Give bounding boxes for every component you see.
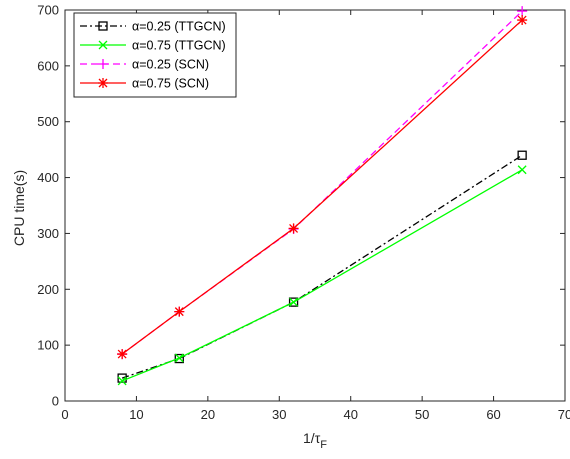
legend-label: α=0.25 (TTGCN) bbox=[132, 20, 226, 34]
legend-entry: α=0.25 (TTGCN) bbox=[80, 20, 226, 34]
x-tick-label: 10 bbox=[129, 407, 143, 422]
data-point bbox=[174, 353, 184, 364]
y-tick-label: 300 bbox=[37, 226, 59, 241]
data-point bbox=[174, 306, 185, 317]
data-point bbox=[288, 223, 299, 234]
y-tick-label: 100 bbox=[37, 338, 59, 353]
data-point bbox=[517, 6, 528, 17]
y-tick-label: 600 bbox=[37, 58, 59, 73]
x-tick-label: 50 bbox=[415, 407, 429, 422]
x-tick-label: 20 bbox=[201, 407, 215, 422]
series-layer bbox=[117, 6, 528, 386]
y-tick-label: 700 bbox=[37, 3, 59, 18]
legend: α=0.25 (TTGCN) α=0.75 (TTGCN) α=0.25 (SCN)… bbox=[73, 12, 237, 98]
series-2 bbox=[117, 165, 527, 386]
data-point bbox=[517, 165, 527, 175]
x-axis-label-main: 1/τ bbox=[303, 430, 321, 446]
legend-marker bbox=[98, 59, 108, 69]
x-tick-label: 60 bbox=[486, 407, 500, 422]
x-axis: 0 10 20 30 40 50 60 70 bbox=[61, 10, 570, 422]
data-point bbox=[517, 15, 528, 26]
y-tick-label: 0 bbox=[52, 394, 59, 409]
x-tick-label: 70 bbox=[558, 407, 570, 422]
legend-entry: α=0.75 (TTGCN) bbox=[80, 39, 226, 53]
y-tick-label: 500 bbox=[37, 114, 59, 129]
legend-marker bbox=[98, 40, 108, 50]
legend-marker bbox=[98, 21, 108, 31]
x-axis-label: 1/τF bbox=[303, 430, 327, 451]
y-axis-label: CPU time(s) bbox=[11, 170, 27, 246]
x-axis-label-subscript: F bbox=[320, 439, 327, 451]
y-axis: 0 100 200 300 400 500 600 700 bbox=[37, 3, 565, 409]
data-point bbox=[117, 373, 127, 383]
y-tick-label: 200 bbox=[37, 282, 59, 297]
legend-entry: α=0.75 (SCN) bbox=[80, 77, 209, 91]
x-tick-label: 40 bbox=[343, 407, 357, 422]
data-point bbox=[174, 353, 184, 363]
x-tick-label: 0 bbox=[61, 407, 68, 422]
series-line-2 bbox=[121, 169, 523, 382]
data-point bbox=[288, 297, 299, 307]
data-point bbox=[517, 150, 527, 160]
series-line-4 bbox=[121, 19, 523, 355]
data-point bbox=[117, 376, 127, 386]
data-point bbox=[289, 297, 299, 307]
x-tick-label: 30 bbox=[272, 407, 286, 422]
legend-entry: α=0.25 (SCN) bbox=[80, 58, 209, 72]
data-point bbox=[117, 349, 128, 360]
legend-label: α=0.25 (SCN) bbox=[132, 58, 209, 72]
legend-label: α=0.75 (SCN) bbox=[132, 77, 209, 91]
y-tick-label: 400 bbox=[37, 170, 59, 185]
series-4 bbox=[117, 15, 528, 360]
legend-label: α=0.75 (TTGCN) bbox=[132, 39, 226, 53]
legend-marker bbox=[98, 78, 108, 88]
